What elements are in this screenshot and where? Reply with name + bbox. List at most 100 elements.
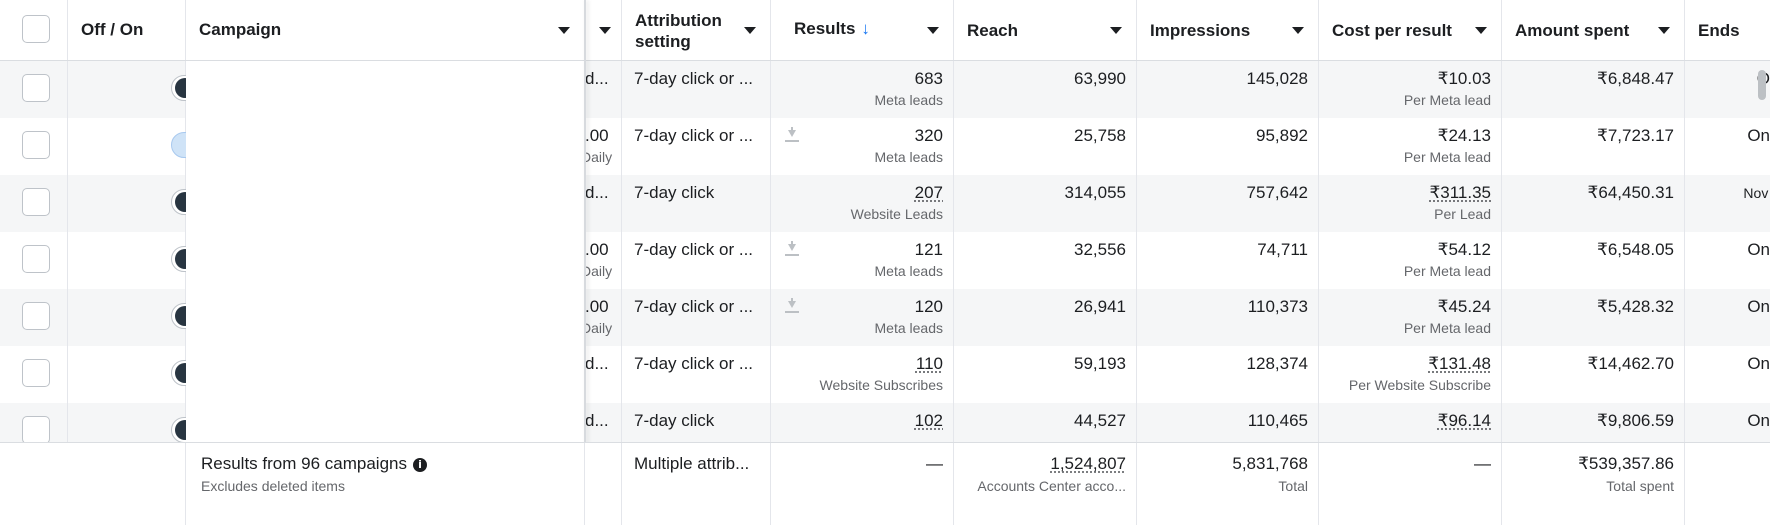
- cell-attr: 7-day click or ...: [622, 289, 771, 346]
- header-impressions[interactable]: Impressions: [1137, 0, 1319, 60]
- header-ends[interactable]: Ends: [1685, 0, 1770, 60]
- campaign-names-area: [186, 61, 584, 442]
- spent-value: ₹6,848.47: [1597, 69, 1674, 88]
- budget-value: d...: [585, 69, 609, 88]
- row-checkbox[interactable]: [22, 131, 50, 159]
- header-reach[interactable]: Reach: [954, 0, 1137, 60]
- chevron-down-icon[interactable]: [927, 27, 939, 34]
- cell-cost: ₹311.35 Per Lead: [1319, 175, 1502, 232]
- cell-imp: 128,374: [1137, 346, 1319, 403]
- header-amount-spent[interactable]: Amount spent: [1502, 0, 1685, 60]
- ends-value: On: [1747, 297, 1770, 316]
- cell-bud: .00 Daily: [585, 289, 622, 346]
- table-footer-summary: Results from 96 campaigns i Excludes dele…: [0, 442, 1770, 525]
- cell-spent: ₹6,548.05: [1502, 232, 1685, 289]
- reach-value: 32,556: [1074, 240, 1126, 259]
- sort-descending-icon[interactable]: ↓: [861, 19, 870, 38]
- row-checkbox[interactable]: [22, 302, 50, 330]
- header-attribution-label: Attribution setting: [635, 11, 722, 51]
- cost-value[interactable]: ₹131.48: [1428, 354, 1491, 373]
- budget-value: .00: [585, 126, 609, 145]
- reach-value: 314,055: [1064, 183, 1126, 202]
- cell-sel: [0, 289, 68, 346]
- cell-tog: [68, 175, 217, 232]
- budget-value: .00: [585, 240, 609, 259]
- info-icon[interactable]: i: [412, 458, 427, 472]
- cell-imp: 74,711: [1137, 232, 1319, 289]
- cell-tog: [68, 61, 217, 118]
- cell-sel: [0, 118, 68, 175]
- chevron-down-icon[interactable]: [599, 27, 611, 34]
- cost-value: ₹54.12: [1437, 240, 1491, 259]
- results-sub: Meta leads: [874, 320, 943, 336]
- header-results[interactable]: Results ↓: [771, 0, 954, 60]
- cell-reach: 314,055: [954, 175, 1137, 232]
- budget-value: .00: [585, 297, 609, 316]
- results-value[interactable]: 110: [915, 354, 943, 373]
- cost-sub: Per Website Subscribe: [1348, 377, 1491, 393]
- cell-ends: On: [1685, 118, 1770, 175]
- ends-value: On: [1747, 411, 1770, 430]
- download-icon[interactable]: [785, 298, 799, 319]
- cell-res: 683 Meta leads: [771, 61, 954, 118]
- row-checkbox[interactable]: [22, 188, 50, 216]
- cell-bud: d...: [585, 61, 622, 118]
- cost-value[interactable]: ₹96.14: [1437, 411, 1491, 430]
- table-row[interactable]: .00 Daily 7-day click or ... 121 Meta leads 3…: [0, 232, 1770, 289]
- cell-sel: [0, 175, 68, 232]
- header-off-on: Off / On: [68, 0, 186, 60]
- footer-spent-cell: ₹539,357.86 Total spent: [1502, 443, 1685, 525]
- cost-sub: Per Lead: [1434, 206, 1491, 222]
- reach-value: 63,990: [1074, 69, 1126, 88]
- table-header: Off / On Campaign Attribution setting Re…: [0, 0, 1770, 61]
- attribution-value: 7-day click or ...: [634, 354, 754, 373]
- footer-summary-text: Results from 96 campaigns: [201, 454, 407, 473]
- cell-bud: d...: [585, 403, 622, 460]
- impressions-value: 74,711: [1257, 240, 1308, 259]
- results-value[interactable]: 207: [914, 183, 943, 202]
- chevron-down-icon[interactable]: [1475, 27, 1487, 34]
- header-cost-per-result-label: Cost per result: [1332, 21, 1452, 40]
- cell-attr: 7-day click: [622, 403, 771, 460]
- cell-ends: On: [1685, 346, 1770, 403]
- spent-value: ₹14,462.70: [1587, 354, 1674, 373]
- footer-attribution-cell: Multiple attrib...: [622, 443, 771, 525]
- cell-sel: [0, 61, 68, 118]
- header-amount-spent-label: Amount spent: [1515, 21, 1630, 40]
- footer-impressions-cell: 5,831,768 Total: [1137, 443, 1319, 525]
- ends-value: Nov 3: [1743, 185, 1770, 201]
- download-icon[interactable]: [785, 241, 799, 262]
- reach-value: 25,758: [1074, 126, 1126, 145]
- cost-sub: Per Meta lead: [1403, 320, 1491, 336]
- download-icon[interactable]: [785, 127, 799, 148]
- cell-cost: ₹45.24 Per Meta lead: [1319, 289, 1502, 346]
- attribution-value: 7-day click or ...: [634, 69, 754, 88]
- footer-cost-cell: —: [1319, 443, 1502, 525]
- reach-value: 59,193: [1074, 354, 1126, 373]
- chevron-down-icon[interactable]: [1658, 27, 1670, 34]
- results-value[interactable]: 102: [914, 411, 943, 430]
- cost-value[interactable]: ₹311.35: [1429, 183, 1491, 202]
- cell-spent: ₹64,450.31: [1502, 175, 1685, 232]
- cell-sel: [0, 403, 68, 460]
- header-campaign[interactable]: Campaign: [186, 0, 585, 60]
- row-checkbox[interactable]: [22, 416, 50, 444]
- row-checkbox[interactable]: [22, 359, 50, 387]
- row-checkbox[interactable]: [22, 245, 50, 273]
- header-attribution[interactable]: Attribution setting: [622, 0, 771, 60]
- impressions-value: 95,892: [1256, 126, 1308, 145]
- footer-reach[interactable]: 1,524,807: [1050, 454, 1126, 473]
- horizontal-scroll-thumb[interactable]: [1758, 70, 1766, 100]
- chevron-down-icon[interactable]: [558, 27, 570, 34]
- attribution-value: 7-day click or ...: [634, 297, 754, 316]
- spent-value: ₹64,450.31: [1587, 183, 1674, 202]
- footer-results: —: [926, 454, 943, 473]
- chevron-down-icon[interactable]: [1292, 27, 1304, 34]
- header-cost-per-result[interactable]: Cost per result: [1319, 0, 1502, 60]
- row-checkbox[interactable]: [22, 74, 50, 102]
- header-budget[interactable]: [585, 0, 622, 60]
- cell-res: 320 Meta leads: [771, 118, 954, 175]
- chevron-down-icon[interactable]: [744, 27, 756, 34]
- select-all-checkbox[interactable]: [22, 15, 50, 43]
- chevron-down-icon[interactable]: [1110, 27, 1122, 34]
